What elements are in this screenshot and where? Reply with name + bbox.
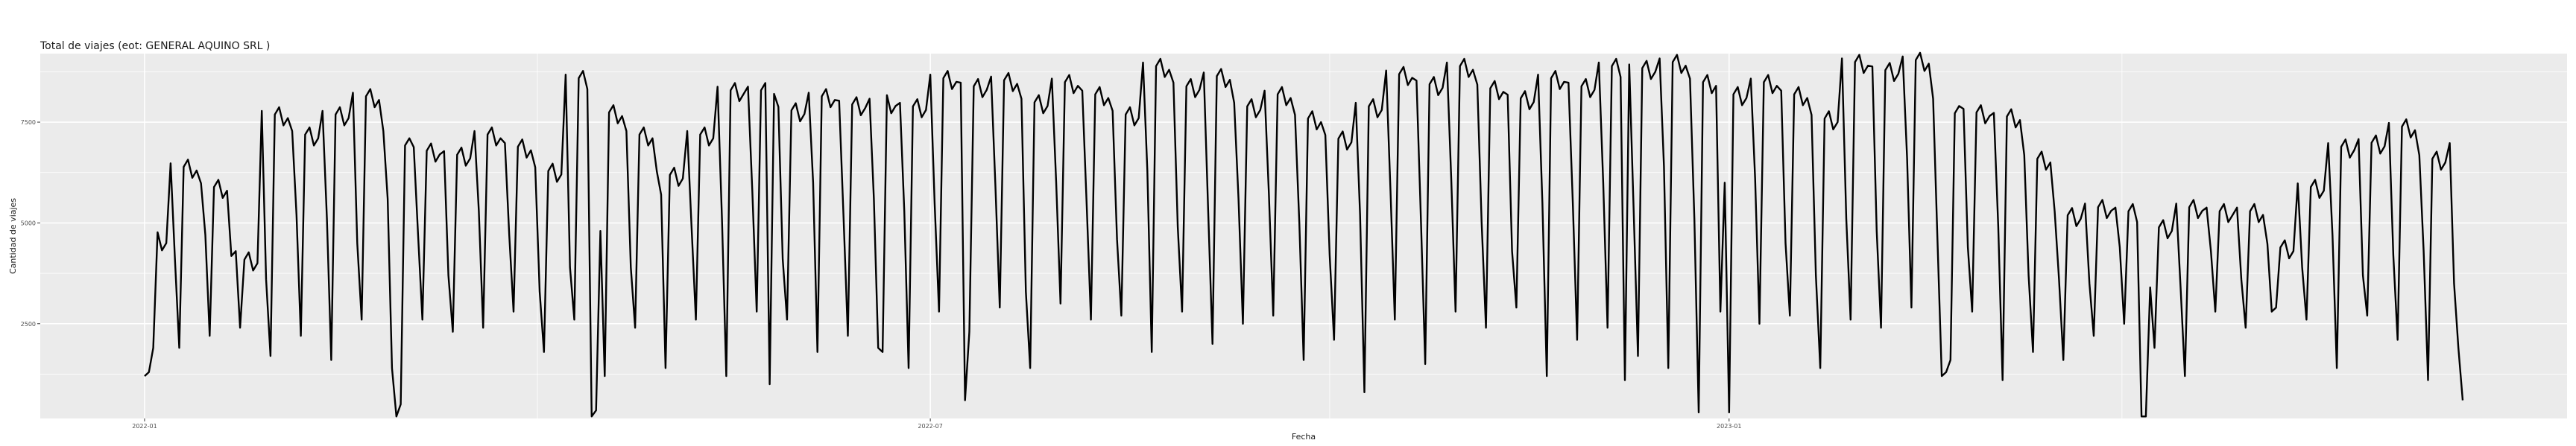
y-axis-label: Cantidad de viajes: [8, 198, 18, 274]
y-tick-label: 5000: [21, 220, 36, 226]
minor-gridlines: [40, 54, 2567, 418]
chart-title: Total de viajes (eot: GENERAL AQUINO SRL…: [40, 40, 270, 52]
trips-series-line: [144, 51, 2464, 418]
y-tick-label: 7500: [21, 119, 36, 126]
major-gridlines: [40, 54, 2567, 418]
y-tick-label: 2500: [21, 321, 36, 328]
x-tick-label: 2022-07: [918, 423, 942, 430]
x-tick-label: 2022-01: [132, 423, 157, 430]
x-axis: 2022-01 2022-07 2023-01: [132, 418, 1741, 430]
y-axis: 2500 5000 7500: [21, 119, 40, 328]
x-axis-label: Fecha: [1292, 432, 1316, 442]
x-tick-label: 2023-01: [1717, 423, 1741, 430]
